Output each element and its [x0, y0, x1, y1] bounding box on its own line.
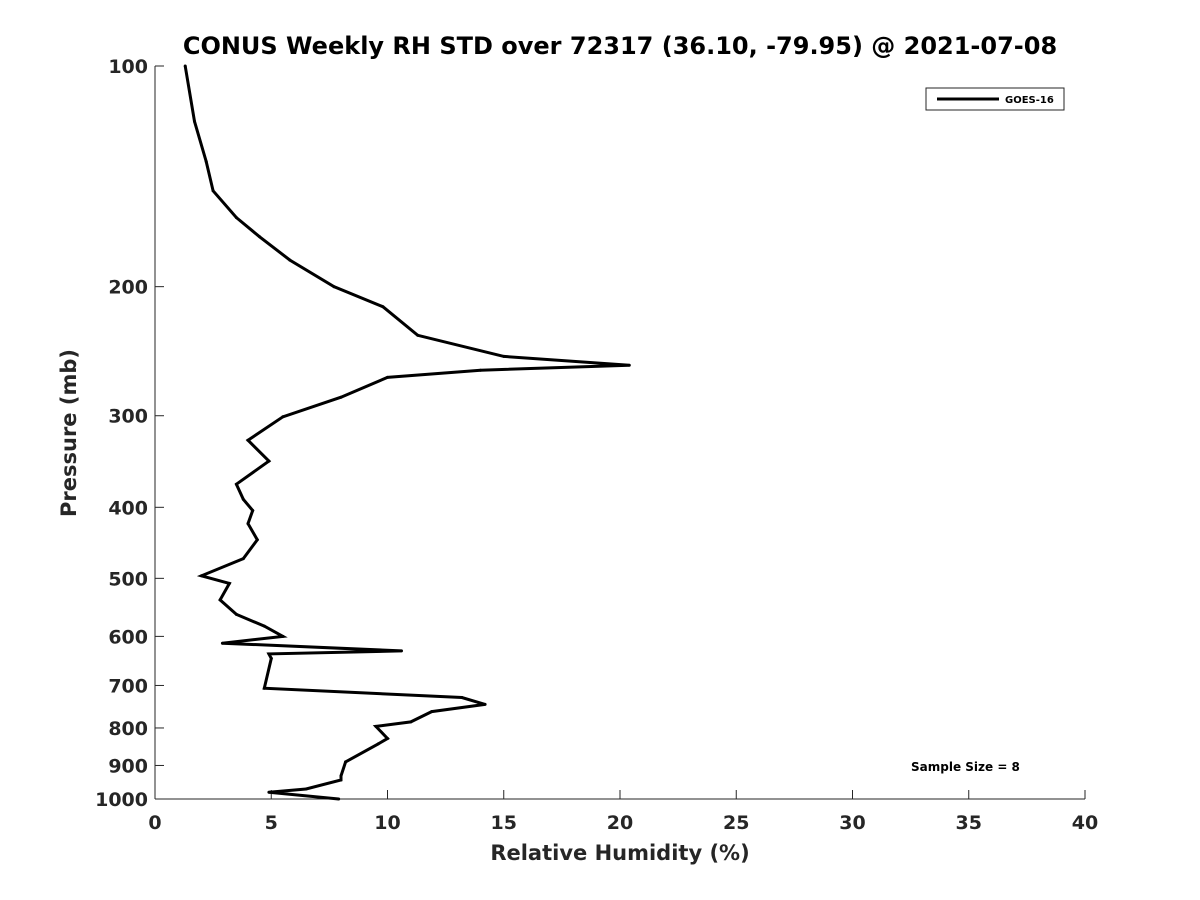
data-point [386, 737, 389, 740]
data-point [281, 634, 285, 638]
data-point [241, 497, 245, 501]
y-tick-label: 400 [108, 497, 148, 519]
y-tick-label: 700 [108, 675, 148, 697]
data-point [267, 652, 271, 656]
data-point [204, 160, 208, 163]
y-tick-label: 900 [108, 755, 148, 777]
x-tick-label: 10 [374, 812, 400, 834]
data-point [251, 509, 255, 512]
data-point [267, 790, 271, 794]
legend-label-goes-16: GOES-16 [1005, 95, 1054, 106]
y-ticks: 100 200 300 400 500 600 700 800 900 1000 [95, 56, 164, 811]
y-tick-label: 100 [108, 56, 148, 78]
data-point [304, 787, 308, 791]
data-point [267, 459, 271, 463]
x-tick-label: 15 [491, 812, 517, 834]
data-point [460, 696, 464, 699]
data-point [234, 482, 238, 486]
data-point [344, 760, 348, 764]
sample-size-annotation: Sample Size = 8 [911, 760, 1020, 774]
x-tick-label: 40 [1072, 812, 1098, 834]
data-point [337, 797, 341, 801]
x-tick-label: 5 [265, 812, 278, 834]
legend: GOES-16 [925, 87, 1065, 111]
data-point [409, 720, 413, 724]
y-tick-label: 600 [108, 626, 148, 648]
data-point [218, 598, 222, 602]
y-tick-label: 800 [108, 718, 148, 740]
x-tick-label: 30 [839, 812, 865, 834]
x-tick-label: 35 [956, 812, 982, 834]
data-point [627, 363, 631, 367]
data-point [483, 702, 487, 706]
data-point [339, 778, 343, 782]
y-axis-label: Pressure (mb) [57, 349, 81, 517]
data-point [255, 538, 259, 542]
y-tick-label: 300 [108, 406, 148, 428]
data-point [386, 375, 389, 379]
data-point [479, 368, 482, 372]
data-point [234, 612, 238, 616]
series-line-goes-16 [183, 65, 630, 801]
y-tick-label: 1000 [95, 789, 148, 811]
data-point [339, 395, 343, 399]
data-point [246, 438, 250, 442]
x-tick-label: 25 [723, 812, 749, 834]
data-point [262, 686, 266, 690]
data-point [258, 235, 262, 239]
y-tick-label: 200 [108, 277, 148, 299]
data-point [400, 649, 403, 653]
y-tick-label: 500 [108, 568, 148, 590]
x-axis-label: Relative Humidity (%) [490, 841, 749, 865]
data-point [332, 285, 336, 289]
data-point [381, 305, 385, 309]
data-point [234, 216, 238, 220]
chart-title: CONUS Weekly RH STD over 72317 (36.10, -… [183, 32, 1057, 60]
data-point [288, 258, 292, 262]
data-point [241, 557, 245, 561]
data-point [246, 522, 250, 526]
data-point [220, 641, 224, 645]
data-point [416, 333, 420, 337]
data-point [193, 119, 196, 123]
data-point [200, 574, 203, 578]
x-tick-label: 20 [607, 812, 633, 834]
data-point [183, 64, 187, 68]
data-point [376, 742, 380, 746]
data-point [339, 774, 343, 778]
x-tick-label: 0 [148, 812, 161, 834]
data-point [281, 415, 285, 419]
data-point [502, 354, 506, 358]
data-point [262, 624, 266, 628]
series-points [183, 64, 631, 801]
data-point [430, 710, 434, 714]
data-point [227, 581, 231, 585]
x-ticks: 0 5 10 15 20 25 30 35 40 [148, 790, 1098, 834]
data-point [374, 724, 378, 728]
data-point [211, 189, 215, 193]
data-point [269, 656, 273, 660]
